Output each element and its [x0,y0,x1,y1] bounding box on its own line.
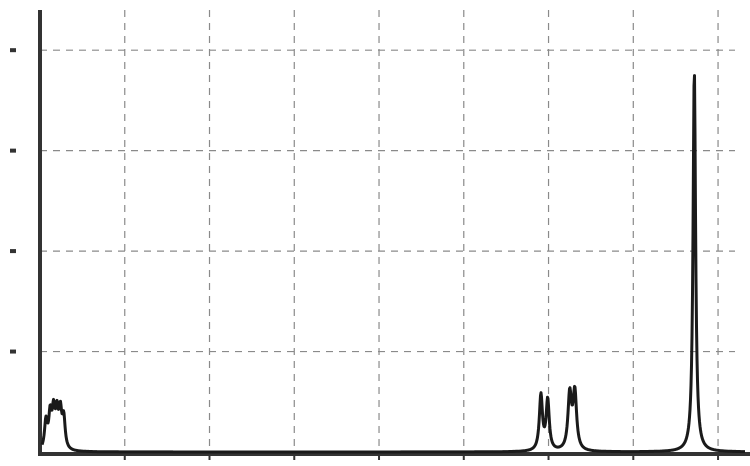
series-1-line [40,74,746,454]
tick-layer [10,48,720,460]
y-tick-4 [10,48,16,53]
y-tick-3 [10,148,16,153]
axis-layer [38,10,750,456]
series-layer [40,74,746,454]
y-tick-2 [10,249,16,254]
grid-layer [40,10,735,452]
y-tick-1 [10,349,16,354]
